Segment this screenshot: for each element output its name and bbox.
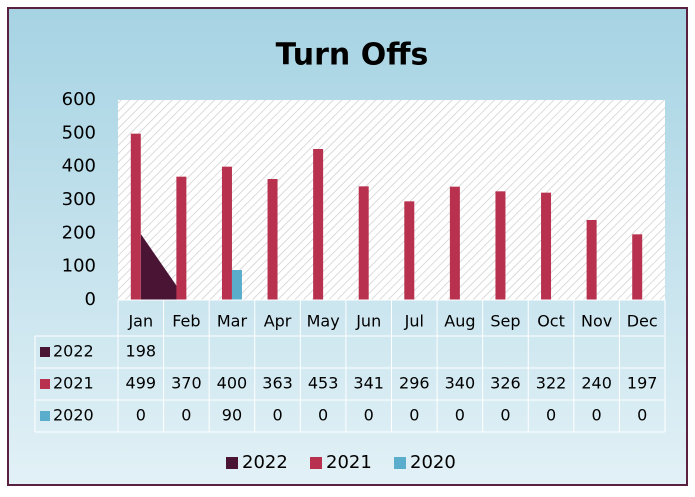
bar [541, 192, 552, 300]
x-tick-label: Jan [127, 312, 153, 331]
x-tick-label: Dec [627, 312, 658, 331]
bar [176, 176, 187, 300]
table-value: 453 [308, 374, 339, 393]
x-tick-label: Apr [264, 312, 292, 331]
legend-key [394, 457, 406, 469]
x-tick-label: May [307, 312, 340, 331]
table-value: 499 [126, 374, 157, 393]
table-value: 0 [318, 406, 328, 425]
table-value: 370 [171, 374, 202, 393]
table-value: 296 [399, 374, 430, 393]
table-series-name: 2021 [53, 374, 94, 393]
x-tick-label: Mar [217, 312, 248, 331]
table-value: 197 [627, 374, 658, 393]
bar [495, 191, 506, 300]
table-legend-key [40, 347, 50, 357]
bar [221, 166, 232, 300]
area [140, 234, 187, 300]
table-value: 322 [536, 374, 567, 393]
table-value: 90 [222, 406, 242, 425]
legend-label: 2021 [326, 452, 372, 473]
table-value: 0 [592, 406, 602, 425]
x-tick-label: Feb [172, 312, 200, 331]
legend-label: 2020 [410, 452, 456, 473]
bar [358, 186, 369, 300]
table-value: 0 [364, 406, 374, 425]
x-tick-label: Oct [537, 312, 565, 331]
legend-label: 2022 [242, 452, 288, 473]
x-tick-label: Jul [404, 312, 424, 331]
bar [404, 201, 415, 300]
y-tick-label: 400 [62, 156, 96, 177]
y-tick-label: 300 [62, 189, 96, 210]
table-value: 0 [272, 406, 282, 425]
bar [586, 220, 597, 300]
plot-area [118, 100, 665, 300]
table-legend-key [40, 379, 50, 389]
x-tick-label: Aug [444, 312, 475, 331]
y-tick-label: 500 [62, 122, 96, 143]
table-value: 198 [126, 342, 157, 361]
bar [267, 179, 278, 300]
table-value: 0 [409, 406, 419, 425]
table-value: 341 [353, 374, 384, 393]
bar [449, 186, 460, 300]
bar [632, 234, 643, 300]
legend-key [310, 457, 322, 469]
y-tick-label: 100 [62, 256, 96, 277]
chart-title: Turn Offs [276, 38, 429, 73]
x-tick-label: Sep [490, 312, 520, 331]
x-tick-label: Jun [355, 312, 381, 331]
table-value: 400 [217, 374, 248, 393]
y-tick-label: 200 [62, 222, 96, 243]
table-value: 0 [637, 406, 647, 425]
table-value: 0 [181, 406, 191, 425]
table-value: 0 [455, 406, 465, 425]
table-value: 0 [500, 406, 510, 425]
legend-key [226, 457, 238, 469]
bar [130, 133, 141, 300]
table-value: 326 [490, 374, 521, 393]
table-value: 363 [262, 374, 293, 393]
x-tick-label: Nov [581, 312, 612, 331]
table-value: 340 [445, 374, 476, 393]
table-value: 0 [546, 406, 556, 425]
table-legend-key [40, 411, 50, 421]
y-tick-label: 0 [85, 289, 96, 310]
bar [231, 270, 242, 300]
bar [313, 149, 324, 300]
table-value: 0 [136, 406, 146, 425]
y-tick-label: 600 [62, 89, 96, 110]
table-series-name: 2020 [53, 406, 94, 425]
table-series-name: 2022 [53, 342, 94, 361]
table-value: 240 [581, 374, 612, 393]
